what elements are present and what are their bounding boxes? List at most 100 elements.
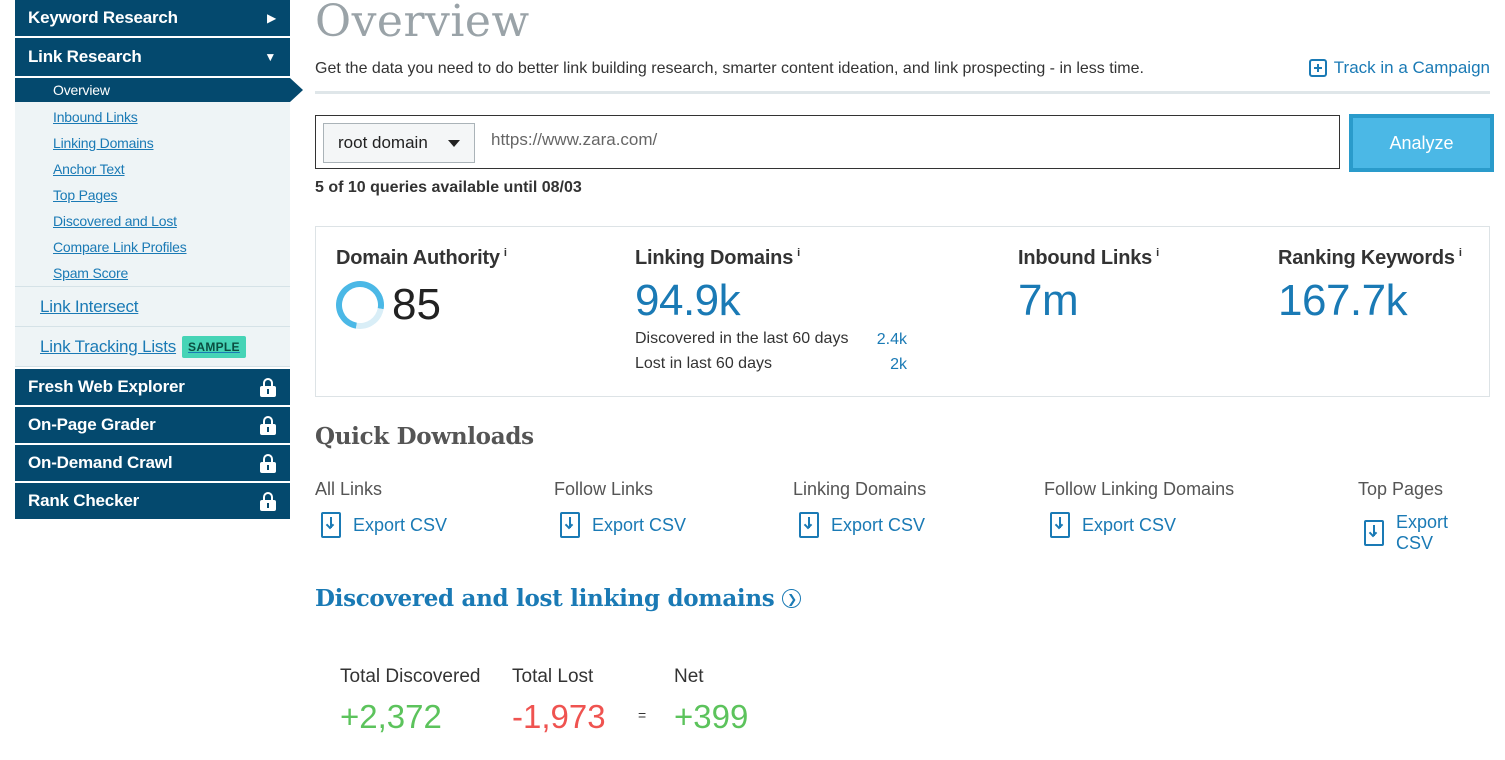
link-tracking-lists-label: Link Tracking Lists [40, 336, 177, 356]
sidebar-item-spam-score[interactable]: Spam Score [53, 265, 129, 281]
sidebar-item-overview[interactable]: Overview [15, 78, 303, 102]
export-csv-label: Export CSV [592, 514, 687, 535]
page-title: Overview [315, 0, 530, 47]
stat-ranking-keywords: Ranking Keywords i 167.7k [1278, 247, 1462, 326]
total-discovered-label: Total Discovered [340, 666, 481, 687]
sidebar: Keyword Research ▶ Link Research ▼ Overv… [15, 0, 303, 521]
stat-inbound-links: Inbound Links i 7m [1018, 247, 1159, 326]
export-csv-button[interactable]: Export CSV [1364, 512, 1490, 554]
info-icon[interactable]: i [503, 247, 507, 260]
page-subtitle: Get the data you need to do better link … [315, 60, 1144, 77]
linking-domains-label: Linking Domains [635, 247, 794, 269]
domain-authority-ring-icon [326, 271, 394, 339]
total-lost: Total Lost -1,973 [512, 666, 606, 736]
caret-down-icon [448, 139, 460, 147]
export-csv-button[interactable]: Export CSV [1050, 512, 1234, 538]
sidebar-item-inbound-links[interactable]: Inbound Links [53, 109, 138, 125]
lost-value[interactable]: 2k [890, 355, 907, 373]
search-box: root domain [315, 115, 1340, 169]
download-all-links: All Links Export CSV [315, 479, 447, 538]
analyze-button[interactable]: Analyze [1349, 114, 1494, 172]
nav-on-page-grader[interactable]: On-Page Grader [15, 407, 290, 445]
linking-domains-value: 94.9k [635, 276, 741, 325]
inbound-links-value: 7m [1018, 276, 1079, 325]
sidebar-item-compare-link-profiles[interactable]: Compare Link Profiles [53, 239, 187, 255]
nav-on-demand-crawl-label: On-Demand Crawl [28, 453, 173, 472]
export-csv-button[interactable]: Export CSV [321, 512, 447, 538]
info-icon[interactable]: i [1156, 247, 1159, 260]
nav-on-page-grader-label: On-Page Grader [28, 415, 156, 434]
track-campaign-link[interactable]: Track in a Campaign [1308, 58, 1490, 78]
net-total: Net +399 [674, 666, 748, 736]
metrics-panel: Domain Authority i 85 Linking Domains i 94… [315, 226, 1490, 397]
lost-row: Lost in last 60 days 2k [635, 351, 907, 376]
url-input[interactable] [491, 130, 1291, 150]
export-csv-label: Export CSV [831, 514, 926, 535]
net-value: +399 [674, 698, 749, 735]
download-top-pages: Top Pages Export CSV [1358, 479, 1490, 554]
sidebar-item-linking-domains[interactable]: Linking Domains [53, 135, 154, 151]
info-icon[interactable]: i [1458, 247, 1462, 260]
inbound-links-label: Inbound Links [1018, 247, 1153, 269]
info-icon[interactable]: i [797, 247, 800, 260]
net-label: Net [674, 666, 704, 687]
file-download-icon [1050, 512, 1070, 538]
chevron-right-icon: ▶ [266, 11, 276, 25]
sidebar-item-link-intersect[interactable]: Link Intersect [15, 287, 290, 327]
quick-downloads-title: Quick Downloads [315, 423, 534, 450]
total-discovered-value: +2,372 [340, 698, 442, 735]
sidebar-item-top-pages[interactable]: Top Pages [53, 187, 118, 203]
link-research-submenu: Overview Inbound Links Linking Domains A… [15, 78, 303, 286]
export-csv-button[interactable]: Export CSV [799, 512, 926, 538]
lock-icon [260, 454, 276, 473]
equals-sign: = [638, 707, 647, 723]
sidebar-item-link-tracking-lists[interactable]: Link Tracking Lists SAMPLE [15, 327, 290, 367]
nav-on-demand-crawl[interactable]: On-Demand Crawl [15, 445, 290, 483]
scope-select[interactable]: root domain [323, 123, 475, 163]
query-quota: 5 of 10 queries available until 08/03 [315, 179, 582, 196]
lock-icon [260, 492, 276, 511]
download-follow-linking-domains: Follow Linking Domains Export CSV [1044, 479, 1234, 538]
nav-rank-checker[interactable]: Rank Checker [15, 483, 290, 521]
discovered-lost-title[interactable]: Discovered and lost linking domains ❯ [315, 585, 802, 612]
total-discovered: Total Discovered +2,372 [340, 666, 480, 736]
nav-keyword-research-label: Keyword Research [28, 8, 178, 27]
scope-select-value: root domain [338, 133, 428, 152]
export-csv-label: Export CSV [1082, 514, 1177, 535]
plus-box-icon [1308, 59, 1327, 77]
download-linking-domains: Linking Domains Export CSV [793, 479, 926, 538]
download-label: Follow Links [554, 479, 654, 499]
download-label: Linking Domains [793, 479, 927, 499]
sidebar-item-discovered-and-lost[interactable]: Discovered and Lost [53, 213, 177, 229]
ranking-keywords-value: 167.7k [1278, 276, 1408, 325]
export-csv-button[interactable]: Export CSV [560, 512, 686, 538]
nav-fresh-web-explorer[interactable]: Fresh Web Explorer [15, 369, 290, 407]
download-label: All Links [315, 479, 383, 499]
circle-chevron-right-icon[interactable]: ❯ [782, 589, 802, 608]
download-follow-links: Follow Links Export CSV [554, 479, 686, 538]
domain-authority-value: 85 [392, 280, 441, 329]
ranking-keywords-label: Ranking Keywords [1278, 247, 1455, 269]
sample-badge: SAMPLE [182, 335, 246, 358]
file-download-icon [799, 512, 819, 538]
nav-link-research[interactable]: Link Research ▼ [15, 38, 290, 78]
nav-keyword-research[interactable]: Keyword Research ▶ [15, 0, 290, 38]
download-label: Follow Linking Domains [1044, 479, 1235, 499]
link-tools-group: Link Intersect Link Tracking Lists SAMPL… [15, 286, 290, 367]
sidebar-item-anchor-text[interactable]: Anchor Text [53, 161, 125, 177]
track-campaign-label: Track in a Campaign [1333, 58, 1490, 77]
lock-icon [260, 378, 276, 397]
discovered-lost-title-label: Discovered and lost linking domains [315, 585, 775, 612]
chevron-down-icon: ▼ [264, 50, 276, 64]
nav-rank-checker-label: Rank Checker [28, 491, 139, 510]
file-download-icon [1364, 520, 1384, 546]
discovered-row: Discovered in the last 60 days 2.4k [635, 326, 907, 351]
lock-icon [260, 416, 276, 435]
discovered-value[interactable]: 2.4k [876, 330, 907, 348]
search-row: root domain Analyze [315, 114, 1494, 172]
export-csv-label: Export CSV [353, 514, 448, 535]
stat-domain-authority: Domain Authority i 85 [326, 247, 507, 339]
export-csv-label: Export CSV [1396, 512, 1449, 553]
file-download-icon [321, 512, 341, 538]
total-lost-label: Total Lost [512, 666, 594, 687]
